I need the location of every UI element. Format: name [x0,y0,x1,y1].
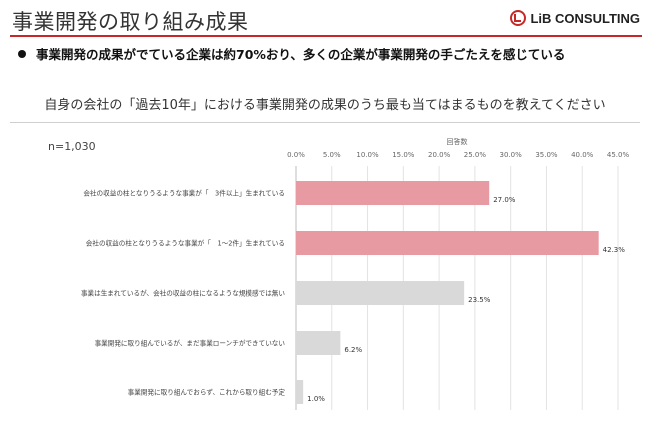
value-label: 27.0% [493,196,516,204]
sample-size: n=1,030 [48,140,96,153]
survey-question: 自身の会社の「過去10年」における事業開発の成果のうち最も当てはまるものを教えて… [44,98,606,113]
bar [296,231,599,255]
bar [296,181,490,205]
company-logo: LiB CONSULTING [510,10,640,26]
bar [296,331,341,355]
x-tick-label: 40.0% [571,151,594,159]
value-label: 23.5% [468,296,491,304]
x-axis-title: 回答数 [447,137,468,146]
category-label: 事業開発に取り組んでおらず、これから取り組む予定 [128,388,286,397]
category-label: 会社の収益の柱となりうるような事業が「 3件以上」生まれている [83,189,285,198]
x-tick-label: 45.0% [607,151,630,159]
category-label: 事業は生まれているが、会社の収益の柱になるような規模感では無い [81,289,285,298]
x-tick-label: 10.0% [356,151,379,159]
logo-text: LiB CONSULTING [530,10,640,26]
value-label: 6.2% [344,346,362,354]
bar [296,281,465,305]
x-tick-label: 35.0% [535,151,558,159]
x-tick-label: 5.0% [323,151,341,159]
question-divider [10,122,640,123]
title-underline [10,35,642,37]
x-tick-label: 15.0% [392,151,415,159]
headline-row: 事業開発の成果がでている企業は約70%おり、多くの企業が事業開発の手ごたえを感じ… [18,44,565,63]
headline: 事業開発の成果がでている企業は約70%おり、多くの企業が事業開発の手ごたえを感じ… [36,47,566,62]
page-title: 事業開発の取り組み成果 [12,10,249,34]
x-tick-label: 30.0% [500,151,523,159]
value-label: 42.3% [603,246,626,254]
x-tick-label: 0.0% [287,151,305,159]
bar [296,380,304,404]
category-label: 事業開発に取り組んでいるが、まだ事業ローンチができていない [95,339,286,348]
bullet-icon [18,49,26,58]
x-tick-label: 20.0% [428,151,451,159]
x-tick-label: 25.0% [464,151,487,159]
lib-logo-mark-icon [510,10,527,26]
category-label: 会社の収益の柱となりうるような事業が「 1〜2件」生まれている [86,239,285,248]
value-label: 1.0% [307,395,325,403]
